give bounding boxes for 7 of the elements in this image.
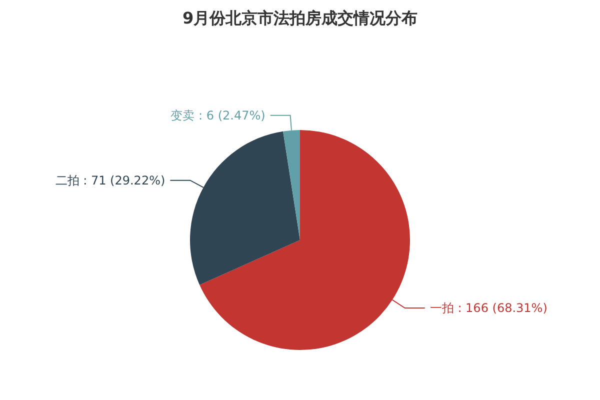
slice-label: 二拍 (55, 173, 84, 188)
data-label: : 166 (68.31%) (458, 301, 548, 316)
slice-label: 一拍 (430, 301, 458, 316)
data-label: : 6 (2.47%) (198, 108, 266, 122)
chart-title: 9月份北京市法拍房成交情况分布 (182, 8, 418, 28)
slice-label: 变卖 (170, 108, 199, 122)
data-label: : 71 (29.22%) (83, 173, 166, 188)
